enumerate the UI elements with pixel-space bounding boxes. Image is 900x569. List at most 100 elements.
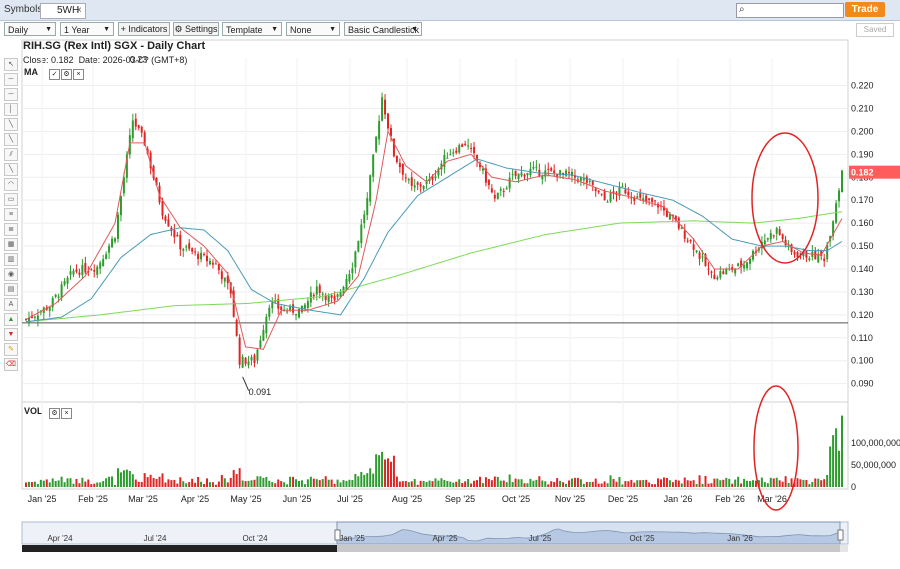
volume-bar [802, 479, 805, 487]
volume-bar [303, 484, 306, 487]
volume-bar [318, 480, 321, 487]
channel-tool-icon[interactable]: ⫽ [4, 148, 18, 161]
trade-button[interactable]: Trade [845, 2, 885, 17]
candle [324, 294, 327, 300]
navigator-scroll-thumb[interactable] [337, 545, 840, 552]
candle [318, 285, 321, 293]
volume-bar [214, 484, 217, 487]
volume-bar [208, 482, 211, 487]
candle [737, 263, 740, 267]
volume-bar [461, 483, 464, 487]
symbol-input[interactable]: 5WH × [40, 3, 86, 19]
candle [499, 189, 502, 191]
volume-bar [612, 479, 615, 487]
volume-bar [238, 468, 241, 487]
chevron-down-icon: ▼ [329, 26, 336, 33]
candle [556, 173, 559, 178]
cursor-tool-icon[interactable]: ↖ [4, 58, 18, 71]
clear-symbol-icon[interactable]: × [76, 5, 82, 16]
gear-icon[interactable]: ⚙ [49, 408, 60, 419]
volume-bar [398, 481, 401, 487]
chart-style-select[interactable]: Basic Candlestick ▼ [344, 22, 422, 36]
check-icon[interactable]: ✓ [49, 69, 60, 80]
extended-line-tool-icon[interactable]: ╲ [4, 163, 18, 176]
horizontal-line-tool-icon[interactable]: ─ [4, 73, 18, 86]
volume-bar [458, 479, 461, 487]
volume-bar [360, 471, 363, 487]
candle [63, 281, 66, 285]
range-select[interactable]: 1 Year ▼ [60, 22, 114, 36]
ellipse-tool-icon[interactable]: ◉ [4, 268, 18, 281]
arc-tool-icon[interactable]: ◠ [4, 178, 18, 191]
volume-bar [719, 480, 722, 487]
interval-select[interactable]: Daily ▼ [4, 22, 56, 36]
up-arrow-tool-icon[interactable]: ▲ [4, 313, 18, 326]
volume-bar [746, 480, 749, 487]
volume-bar [96, 482, 99, 487]
compare-select[interactable]: None ▼ [286, 22, 340, 36]
template-select[interactable]: Template ▼ [222, 22, 282, 36]
volume-bar [615, 481, 618, 487]
candle [458, 145, 461, 153]
speed-lines-tool-icon[interactable]: ▥ [4, 253, 18, 266]
volume-bar [306, 479, 309, 487]
volume-bar [648, 482, 651, 487]
timezone-label: (GMT+8) [151, 55, 188, 65]
candle [505, 188, 508, 190]
horizontal-ray-tool-icon[interactable]: ─ [4, 88, 18, 101]
candle [719, 271, 722, 278]
candle [140, 126, 143, 133]
volume-bar [633, 482, 636, 487]
volume-bar [588, 482, 591, 487]
volume-bar [659, 479, 662, 487]
volume-bar [387, 458, 390, 487]
candle [360, 224, 363, 244]
vertical-line-tool-icon[interactable]: │ [4, 103, 18, 116]
volume-bar [674, 479, 677, 487]
gann-tool-icon[interactable]: ▦ [4, 238, 18, 251]
volume-bar [606, 483, 609, 487]
candle [802, 251, 805, 257]
trend-line-tool-icon[interactable]: ╲ [4, 118, 18, 131]
navigator-handle-right[interactable] [837, 529, 844, 541]
volume-bar [570, 478, 573, 487]
search-input[interactable]: ⌕ [736, 3, 844, 18]
ray-tool-icon[interactable]: ╲ [4, 133, 18, 146]
volume-bar [392, 455, 395, 487]
pitchfork-tool-icon[interactable]: ▤ [4, 283, 18, 296]
x-tick-label: Feb '26 [715, 494, 745, 504]
candle [662, 206, 665, 211]
candle [413, 185, 416, 188]
chevron-down-icon: ▼ [271, 26, 278, 33]
eraser-tool-icon[interactable]: ⌫ [4, 358, 18, 371]
text-tool-icon[interactable]: A [4, 298, 18, 311]
rectangle-tool-icon[interactable]: ▭ [4, 193, 18, 206]
gear-icon[interactable]: ⚙ [61, 69, 72, 80]
navigator-handle-left[interactable] [334, 529, 341, 541]
close-icon[interactable]: × [73, 69, 84, 80]
volume-bar [72, 483, 75, 487]
candle [66, 277, 69, 284]
fib-fan-tool-icon[interactable]: ≣ [4, 223, 18, 236]
candle [25, 319, 27, 321]
fib-retracement-tool-icon[interactable]: ≡ [4, 208, 18, 221]
close-icon[interactable]: × [61, 408, 72, 419]
volume-bar [683, 477, 686, 487]
candle [793, 251, 796, 255]
volume-bar [668, 480, 671, 487]
navigator-label: Jan '26 [727, 534, 753, 543]
highlighter-tool-icon[interactable]: ✎ [4, 343, 18, 356]
x-tick-label: May '25 [230, 494, 261, 504]
candle [333, 296, 336, 301]
volume-bar [57, 480, 60, 487]
saved-button[interactable]: Saved [856, 23, 894, 37]
settings-button[interactable]: ⚙ Settings [173, 22, 219, 36]
indicators-button[interactable]: + Indicators [118, 22, 170, 36]
volume-bar [389, 461, 392, 487]
down-arrow-tool-icon[interactable]: ▼ [4, 328, 18, 341]
volume-bar [737, 476, 740, 487]
volume-bar [654, 484, 657, 487]
volume-bar [93, 483, 96, 487]
candle [437, 168, 440, 176]
